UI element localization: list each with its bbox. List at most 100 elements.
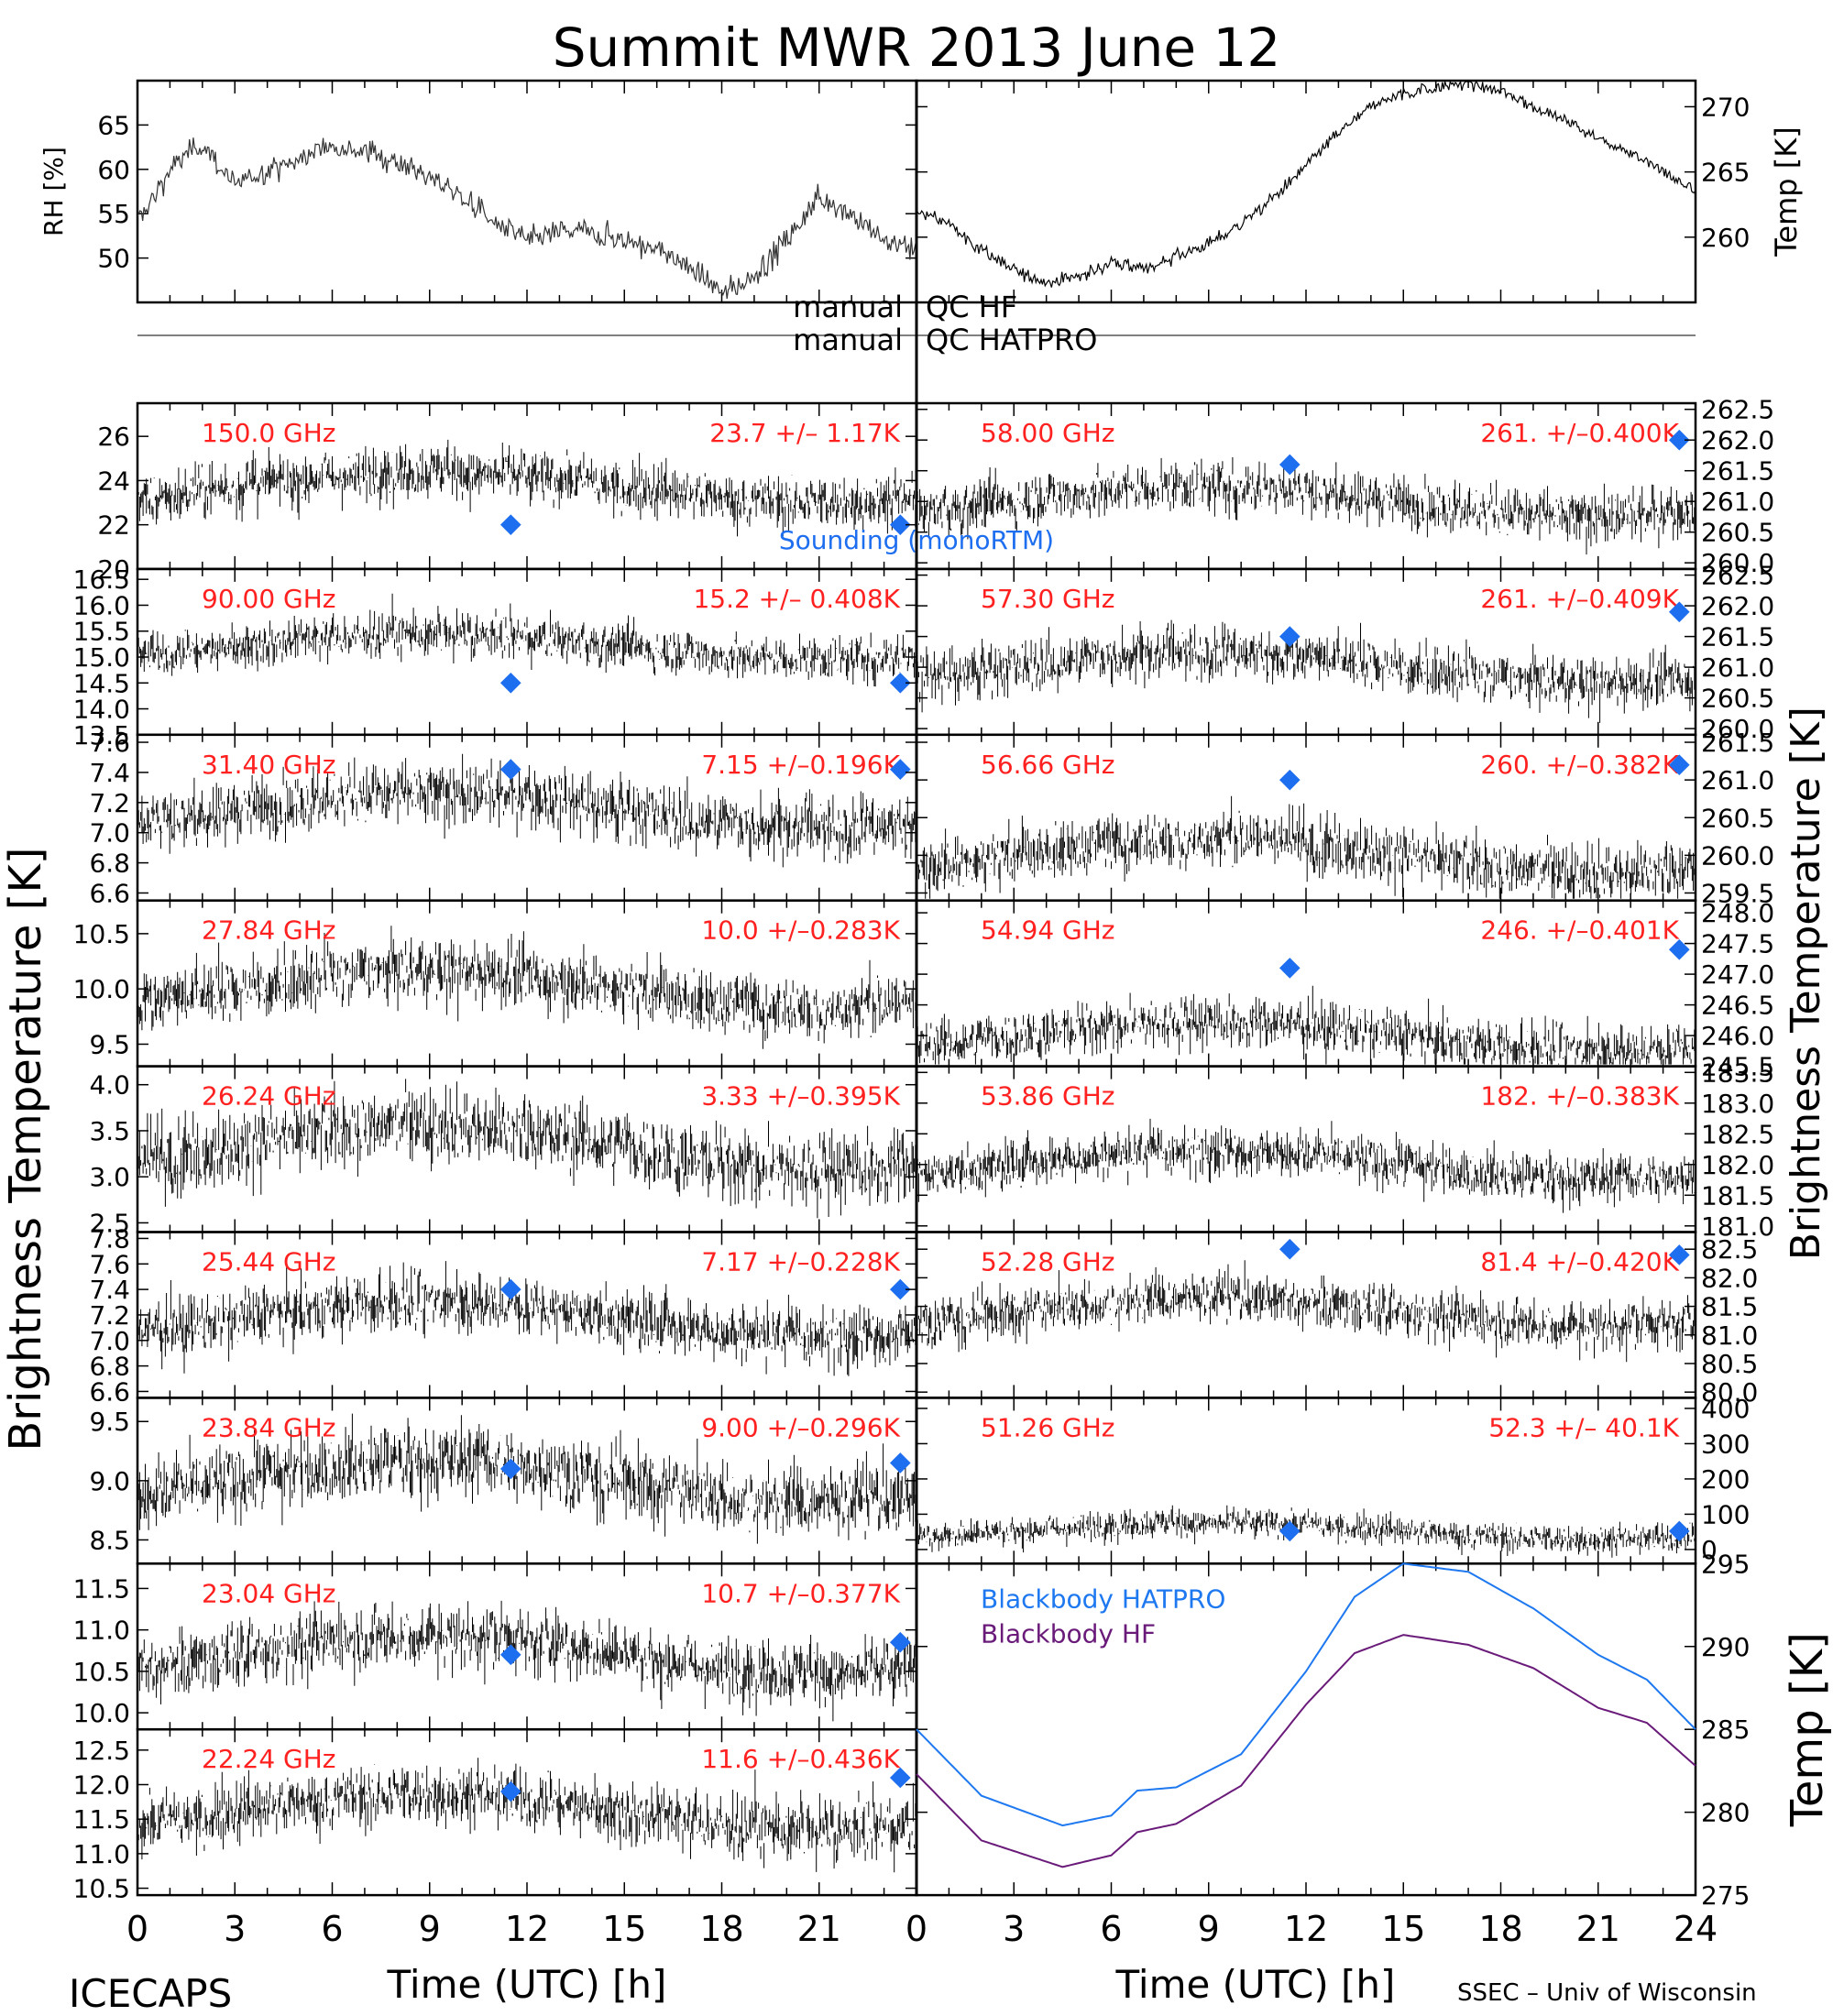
sounding-marker: [499, 1644, 521, 1666]
y-tick-label: 260.0: [1701, 840, 1774, 871]
blackbody-ylabel: Temp [K]: [1782, 1632, 1833, 1827]
y-tick-label: 300: [1701, 1429, 1750, 1459]
sounding-marker: [1668, 1520, 1690, 1542]
y-tick-label: 248.0: [1701, 898, 1774, 928]
frequency-label: 57.30 GHz: [981, 584, 1115, 614]
y-tick-label: 260.5: [1701, 684, 1774, 714]
y-tick-label: 12.5: [73, 1736, 130, 1766]
y-tick-label: 80.5: [1701, 1349, 1758, 1379]
y-tick-label: 6.8: [89, 1352, 130, 1382]
stats-label: 11.6 +/–0.436K: [701, 1744, 900, 1774]
y-tick-label: 247.0: [1701, 959, 1774, 990]
y-tick-label: 2.5: [89, 1208, 130, 1238]
frequency-label: 27.84 GHz: [202, 915, 336, 946]
y-tick-label: 182.5: [1701, 1119, 1774, 1149]
y-tick-label: 100: [1701, 1499, 1750, 1529]
data-trace: [137, 439, 917, 537]
left-ylabel: Brightness Temperature [K]: [0, 847, 51, 1451]
y-tick-label: 181.5: [1701, 1180, 1774, 1211]
rh-ylabel: RH [%]: [38, 147, 69, 236]
data-trace: [916, 985, 1696, 1065]
data-trace: [137, 1261, 917, 1376]
right-ylabel: Brightness Temperature [K]: [1783, 707, 1829, 1260]
y-tick-label: 261.5: [1701, 728, 1774, 758]
x-tick-label: 0: [906, 1909, 927, 1949]
stats-label: 246. +/–0.401K: [1480, 915, 1679, 946]
y-tick-label: 260.0: [1701, 548, 1774, 578]
stats-label: 182. +/–0.383K: [1480, 1081, 1679, 1112]
channel-panel: 52.28 GHz 81.4 +/–0.420K: [916, 1238, 1696, 1363]
y-tick-label: 7.2: [89, 1300, 130, 1331]
stats-label: 81.4 +/–0.420K: [1480, 1247, 1679, 1277]
frequency-label: 58.00 GHz: [981, 418, 1115, 448]
channel-panel: 57.30 GHz 261. +/–0.409K: [916, 584, 1696, 723]
temp-ylabel: Temp [K]: [1769, 126, 1804, 257]
y-tick-label: 265: [1701, 158, 1750, 188]
sounding-marker: [889, 1767, 911, 1789]
y-tick-label: 10.5: [73, 1874, 130, 1904]
y-tick-label: 260: [1701, 223, 1750, 253]
y-tick-label: 7.6: [89, 728, 130, 758]
sounding-marker: [889, 672, 911, 694]
y-tick-label: 24: [97, 466, 130, 496]
channel-panel: 58.00 GHz 261. +/–0.400K: [916, 418, 1696, 555]
y-tick-label: 246.0: [1701, 1021, 1774, 1051]
x-tick-label: 6: [1100, 1909, 1122, 1949]
y-tick-label: 261.0: [1701, 487, 1774, 517]
data-trace: [137, 1758, 917, 1873]
temp-panel: [915, 79, 1697, 304]
y-tick-label: 7.2: [89, 788, 130, 818]
stats-label: 9.00 +/–0.296K: [701, 1412, 900, 1442]
channel-panel: 31.40 GHz 7.15 +/–0.196K: [137, 750, 917, 868]
y-tick-label: 262.5: [1701, 395, 1774, 425]
x-tick-label: 6: [321, 1909, 343, 1949]
sounding-marker: [889, 1631, 911, 1653]
y-tick-label: 10.5: [73, 919, 130, 949]
x-tick-label: 9: [1198, 1909, 1220, 1949]
x-tick-label: 9: [419, 1909, 441, 1949]
channel-panel: 150.0 GHz 23.7 +/– 1.17K: [137, 418, 917, 537]
channel-panel: 51.26 GHz 52.3 +/– 40.1K: [916, 1412, 1696, 1558]
channel-panel: 90.00 GHz 15.2 +/– 0.408K: [137, 584, 916, 694]
frequency-label: 25.44 GHz: [202, 1247, 336, 1277]
y-tick-label: 262.0: [1701, 591, 1774, 621]
stats-label: 10.7 +/–0.377K: [701, 1578, 900, 1608]
channel-panel: 26.24 GHz 3.33 +/–0.395K: [137, 1079, 917, 1219]
x-tick-label: 15: [602, 1909, 646, 1949]
footer-right: SSEC – Univ of Wisconsin: [1457, 1979, 1757, 2007]
x-tick-label: 18: [1478, 1909, 1522, 1949]
stats-label: 7.15 +/–0.196K: [701, 750, 900, 780]
frequency-label: 51.26 GHz: [981, 1412, 1115, 1442]
y-tick-label: 20: [97, 554, 130, 585]
x-tick-label: 3: [224, 1909, 246, 1949]
figure-title: Summit MWR 2013 June 12: [553, 16, 1281, 79]
sounding-legend: Sounding (monoRTM): [779, 525, 1054, 555]
sounding-marker: [1279, 626, 1301, 647]
data-trace: [137, 1600, 917, 1722]
y-tick-label: 10.5: [73, 1657, 130, 1687]
y-tick-label: 81.5: [1701, 1292, 1758, 1322]
sounding-marker: [499, 672, 521, 694]
y-tick-label: 8.5: [89, 1525, 130, 1555]
y-tick-label: 260.0: [1701, 714, 1774, 744]
sounding-marker: [1668, 938, 1690, 960]
channel-panel: 22.24 GHz 11.6 +/–0.436K: [137, 1744, 917, 1873]
y-tick-label: 81.0: [1701, 1320, 1758, 1351]
y-tick-label: 261.5: [1701, 456, 1774, 487]
x-tick-label: 18: [699, 1909, 743, 1949]
y-tick-label: 6.8: [89, 849, 130, 879]
sounding-marker: [499, 1458, 521, 1480]
y-tick-label: 262.0: [1701, 425, 1774, 455]
sounding-marker: [1668, 754, 1690, 776]
y-tick-label: 247.5: [1701, 929, 1774, 959]
y-tick-label: 261.0: [1701, 652, 1774, 683]
y-tick-label: 7.4: [89, 1275, 130, 1305]
y-tick-label: 245.5: [1701, 1052, 1774, 1082]
y-tick-label: 9.0: [89, 1466, 130, 1496]
sounding-marker: [1279, 769, 1301, 791]
y-tick-label: 82.0: [1701, 1263, 1758, 1293]
y-tick-label: 182.0: [1701, 1150, 1774, 1180]
y-tick-label: 22: [97, 510, 130, 541]
y-tick-label: 6.6: [89, 1376, 130, 1407]
